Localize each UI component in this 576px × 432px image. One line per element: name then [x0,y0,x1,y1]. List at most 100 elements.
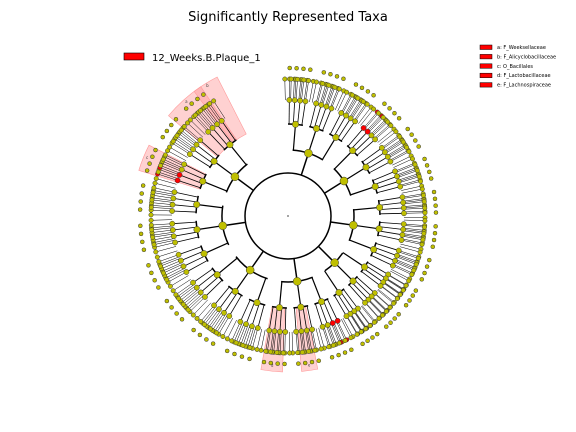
taxon-node [191,327,196,333]
branch-line [395,259,416,268]
taxon-node [277,328,283,335]
branch-line [384,140,403,153]
branch-line [167,271,187,283]
branch-line [200,110,215,127]
branch-line [401,239,423,245]
taxon-node [371,319,377,325]
branch-line [390,151,410,162]
taxon-node [207,101,213,107]
taxon-node [349,347,354,353]
branch-line [151,227,173,231]
branch-line [163,264,183,274]
branch-line [347,127,364,147]
branch-line [387,145,406,158]
branch-line [323,326,331,347]
taxon-node [388,320,393,325]
branch-line [334,262,354,282]
branch-line [319,84,327,105]
taxon-node [370,335,375,340]
branch-line [324,270,340,293]
taxon-node [334,74,340,79]
taxon-node [330,258,339,267]
branch-line [184,292,201,307]
branch-line [368,299,384,315]
branch-line [401,238,423,244]
taxon-node [172,239,178,246]
branch-line [342,318,354,337]
branch-line [163,159,183,169]
taxon-node [406,278,412,284]
branch-line [270,331,274,352]
branch-line [187,295,204,310]
taxon-node [185,120,190,126]
branch-line [390,270,409,282]
taxon-node [282,76,288,82]
taxon-node [361,263,369,271]
clade-letter-labels: a b c d e [146,83,311,368]
branch-line [301,331,305,353]
branch-line [342,252,365,268]
taxon-node [387,304,393,310]
branch-line [402,193,424,198]
taxon-node [211,302,217,309]
taxon-node [152,278,157,283]
branch-line [159,167,180,176]
taxon-node [433,203,438,208]
branch-line [318,106,327,130]
taxon-node [167,144,173,150]
taxon-node [193,226,201,234]
branch-line [403,223,425,226]
taxon-node [158,163,164,169]
branch-line [195,114,210,131]
taxa-legend-swatch-c [479,63,493,69]
branch-line [292,124,297,151]
taxon-node [204,337,209,342]
taxon-node [374,331,380,337]
taxon-node [254,325,261,331]
taxon-node [407,298,412,303]
branch-line [166,269,186,280]
branch-line [351,101,364,120]
taxon-node [190,279,196,286]
branch-line [181,129,198,144]
taxon-node [363,326,369,332]
branch-line [298,79,301,101]
branch-line [294,79,297,101]
branch-line [161,162,182,172]
taxon-node [422,218,428,224]
taxon-node [169,220,176,227]
taxon-node [414,168,420,174]
taxon-node [359,85,365,91]
taxon-node [341,76,346,82]
taxon-node [211,98,217,104]
taxon-node [420,192,426,198]
taxon-node [231,287,239,295]
branch-line [184,126,201,141]
branch-line [384,139,402,152]
branch-line [396,255,417,264]
branch-line [349,99,361,118]
taxon-node [280,350,286,356]
taxon-node [190,146,196,153]
taxon-node [186,151,193,158]
branch-line [401,188,423,194]
branch-line [378,230,403,236]
branch-line [371,120,387,136]
branch-line [374,293,391,308]
branch-line [367,299,383,316]
taxon-node [247,356,252,362]
taxon-node [323,103,330,110]
taxon-node [409,272,415,278]
branch-line [204,279,223,298]
taxon-node [268,349,273,355]
branch-line [171,142,190,155]
branch-line [398,250,419,258]
taxon-node [413,261,419,267]
taxon-node [229,338,235,344]
taxon-node [200,250,208,258]
taxon-node [316,358,322,364]
branch-line [216,257,238,276]
taxon-node [232,351,237,357]
taxon-node [370,246,378,253]
